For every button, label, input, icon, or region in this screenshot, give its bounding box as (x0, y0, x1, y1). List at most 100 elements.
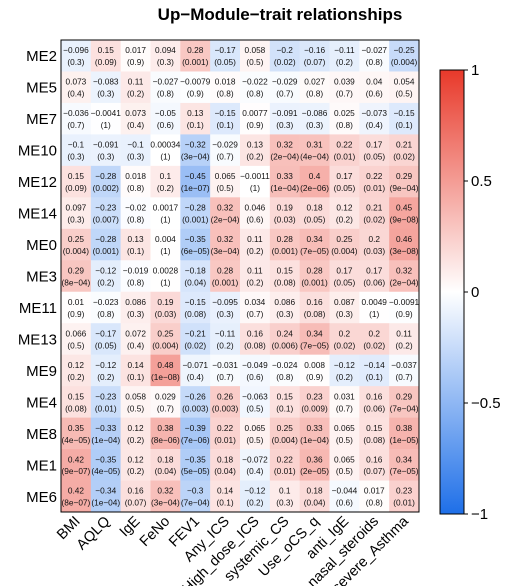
cell-correlation: 0.25 (277, 423, 294, 433)
cell-pvalue: (0.07) (304, 57, 326, 67)
heatmap-cell (299, 134, 330, 167)
heatmap-cell (61, 102, 92, 135)
cell-correlation: −0.28 (95, 234, 116, 244)
heatmap-cell (150, 165, 181, 198)
row-label: ME11 (19, 300, 57, 317)
cell-pvalue: (0.01) (95, 403, 117, 413)
cell-pvalue: (0.3) (67, 215, 84, 225)
heatmap-cell (240, 480, 271, 513)
cell-pvalue: (0.01) (334, 152, 356, 162)
cell-pvalue: (0.3) (276, 498, 293, 508)
heatmap-cell (90, 417, 121, 450)
cell-correlation: −0.35 (185, 454, 206, 464)
cell-correlation: −0.32 (185, 140, 206, 150)
cell-correlation: 0.087 (334, 297, 355, 307)
cell-pvalue: (0.3) (336, 309, 353, 319)
cell-correlation: −0.12 (95, 265, 116, 275)
cell-correlation: 0.32 (217, 203, 234, 213)
cell-pvalue: (0.1) (366, 372, 383, 382)
cell-correlation: −0.15 (394, 108, 415, 118)
cell-correlation: 0.0017 (153, 203, 179, 213)
cell-pvalue: (0.3) (127, 152, 144, 162)
cell-pvalue: (0.004) (272, 435, 299, 445)
heatmap-cell (61, 323, 92, 355)
cell-correlation: 0.046 (245, 203, 266, 213)
cell-correlation: −0.33 (95, 423, 116, 433)
cell-pvalue: (0.007) (93, 215, 120, 225)
heatmap-cell (240, 323, 271, 355)
cell-pvalue: (6e−05) (181, 246, 210, 256)
cell-correlation: −0.071 (182, 360, 208, 370)
heatmap-cell (180, 197, 211, 230)
cell-pvalue: (0.05) (304, 215, 326, 225)
heatmap-cell (359, 323, 390, 355)
cell-pvalue: (2e−05) (300, 466, 329, 476)
cell-correlation: 0.01 (68, 297, 85, 307)
row-label: ME12 (18, 174, 57, 191)
cell-correlation: −0.23 (95, 203, 116, 213)
cell-pvalue: (1e−07) (181, 183, 210, 193)
cell-pvalue: (0.3) (276, 309, 293, 319)
cell-pvalue: (7e−04) (390, 403, 419, 413)
cell-pvalue: (0.5) (67, 340, 84, 350)
cell-correlation: −0.029 (272, 77, 298, 87)
cell-correlation: 0.13 (247, 140, 264, 150)
cell-correlation: 0.1 (279, 486, 291, 496)
heatmap-cell (240, 165, 271, 198)
cell-pvalue: (0.04) (304, 498, 326, 508)
cell-pvalue: (0.001) (182, 215, 209, 225)
heatmap-cell (359, 260, 390, 293)
cell-correlation: 0.23 (307, 391, 324, 401)
cell-correlation: 0.17 (366, 140, 383, 150)
heatmap-cell (359, 449, 390, 481)
color-legend: 1 0.5 0 −0.5 −1 (439, 62, 501, 523)
cell-correlation: 0.15 (277, 391, 294, 401)
heatmap-cell (359, 354, 390, 387)
cell-pvalue: (0.09) (65, 183, 87, 193)
cell-pvalue: (0.9) (67, 309, 84, 319)
cell-correlation: 0.33 (307, 423, 324, 433)
heatmap-cell (210, 71, 241, 104)
heatmap-cell (389, 323, 420, 355)
cell-correlation: 0.017 (364, 486, 385, 496)
row-label: ME8 (26, 426, 57, 443)
cell-pvalue: (1e−05) (390, 435, 419, 445)
heatmap-cell (299, 71, 330, 104)
cell-pvalue: (0.002) (93, 183, 120, 193)
heatmap-cell (150, 260, 181, 293)
cell-pvalue: (0.02) (363, 215, 385, 225)
heatmap-cell (61, 386, 92, 418)
cell-correlation: 0.065 (215, 171, 236, 181)
cell-pvalue: (0.02) (274, 57, 296, 67)
cell-correlation: 0.16 (307, 297, 324, 307)
heatmap-cell (299, 354, 330, 387)
cell-correlation: 0.13 (128, 234, 145, 244)
heatmap-cell (240, 260, 271, 293)
cell-pvalue: (0.3) (217, 309, 234, 319)
heatmap-cell (389, 228, 420, 261)
cell-correlation: 0.12 (128, 454, 145, 464)
heatmap-cell (61, 449, 92, 481)
heatmap-cell (210, 40, 241, 72)
cell-pvalue: (3e−04) (211, 246, 240, 256)
cell-pvalue: (0.3) (276, 120, 293, 130)
heatmap-cell (329, 323, 360, 355)
cell-pvalue: (0.2) (246, 152, 263, 162)
cell-correlation: 0.31 (307, 140, 324, 150)
cell-correlation: 0.45 (396, 203, 413, 213)
heatmap-cell (90, 354, 121, 387)
cell-pvalue: (0.09) (95, 57, 117, 67)
heatmap-cell (61, 197, 92, 230)
cell-correlation: 0.054 (394, 77, 415, 87)
cell-pvalue: (0.001) (93, 246, 120, 256)
cell-pvalue: (0.02) (363, 340, 385, 350)
heatmap-cell (150, 449, 181, 481)
heatmap-cell (180, 386, 211, 418)
heatmap-cell (329, 134, 360, 167)
cell-pvalue: (0.009) (301, 403, 328, 413)
cell-pvalue: (0.8) (276, 372, 293, 382)
cell-pvalue: (2e−04) (270, 152, 299, 162)
row-label: ME14 (18, 206, 57, 223)
heatmap-cell (150, 134, 181, 167)
row-label: ME10 (18, 143, 57, 160)
